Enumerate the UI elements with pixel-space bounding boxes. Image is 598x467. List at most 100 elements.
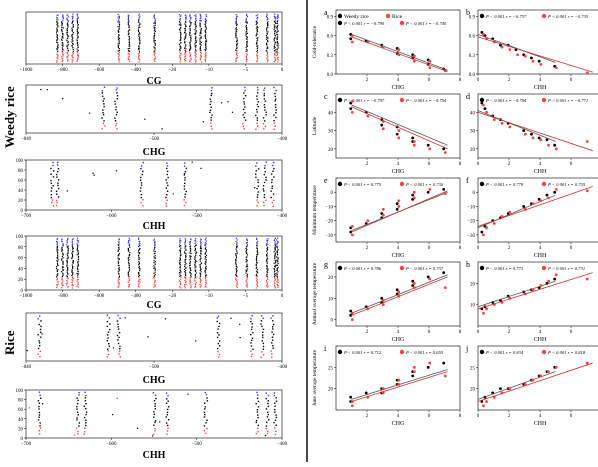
strip-point — [274, 252, 277, 254]
data-point — [442, 147, 446, 151]
strip-point — [179, 241, 181, 243]
panel-letter: i — [324, 344, 327, 353]
strip-point — [218, 340, 221, 342]
strip-point — [218, 345, 221, 347]
strip-point — [205, 40, 208, 43]
strip-point — [266, 13, 268, 15]
strip-point — [271, 339, 274, 341]
panel-separator — [306, 0, 308, 462]
strip-point — [200, 242, 202, 244]
strip-point — [56, 60, 58, 62]
strip-point — [66, 29, 68, 31]
strip-point — [210, 119, 212, 121]
strip-point — [77, 253, 80, 255]
x-tick-label: 4 — [397, 246, 400, 251]
strip-point — [66, 265, 68, 267]
strip-point — [39, 328, 42, 331]
strip-point — [244, 106, 246, 108]
data-point — [350, 224, 354, 228]
strip-point — [56, 61, 58, 63]
strip-point — [185, 17, 187, 19]
strip-point — [124, 317, 126, 319]
strip-point — [190, 35, 192, 37]
strip-point — [276, 53, 279, 56]
strip-point — [267, 430, 269, 433]
data-point — [364, 391, 368, 395]
data-point — [531, 202, 535, 206]
strip-point — [260, 320, 263, 322]
strip-point — [189, 282, 191, 284]
data-point — [547, 196, 550, 200]
strip-point — [67, 249, 69, 251]
strip-point — [62, 253, 64, 255]
strip-point — [276, 283, 278, 285]
strip-point — [179, 286, 181, 288]
fit-line — [351, 104, 448, 146]
strip-point — [85, 402, 87, 405]
strip-point — [179, 50, 181, 52]
strip-point — [56, 201, 58, 204]
strip-point — [205, 246, 207, 248]
strip-point — [67, 53, 69, 55]
strip-point — [263, 94, 265, 97]
strip-point — [77, 265, 79, 267]
strip-point — [77, 37, 79, 39]
strip-point — [167, 419, 170, 421]
strip-point — [139, 23, 141, 25]
strip-point — [117, 314, 119, 317]
strip-point — [67, 25, 69, 27]
strip-point — [194, 39, 197, 41]
strip-point — [266, 44, 268, 46]
strip-point — [67, 44, 69, 46]
y-tick-label: 10 — [470, 304, 476, 309]
strip-point — [57, 44, 59, 46]
strip-point — [205, 237, 207, 239]
strip-point — [194, 275, 196, 277]
strip-point — [276, 44, 278, 46]
strip-point — [245, 266, 247, 268]
strip-point — [56, 39, 58, 42]
strip-point — [140, 193, 143, 196]
data-point — [485, 307, 488, 311]
strip-point — [194, 270, 197, 273]
strip-point — [62, 263, 64, 265]
strip-point — [72, 32, 74, 34]
strip-point — [138, 262, 140, 264]
strip-point — [154, 421, 156, 424]
strip-point — [243, 103, 246, 105]
strip-point — [50, 167, 52, 170]
strip-point — [137, 251, 140, 253]
data-point — [381, 387, 385, 391]
strip-point — [153, 36, 155, 38]
strip-point — [260, 356, 262, 359]
strip-point — [72, 47, 74, 49]
strip-point — [261, 340, 263, 342]
data-point — [485, 226, 488, 230]
strip-point — [76, 266, 79, 268]
strip-point — [273, 120, 275, 122]
strip-point — [154, 255, 156, 257]
strip-point — [179, 22, 181, 24]
strip-point — [154, 279, 156, 282]
strip-point — [77, 58, 79, 60]
strip-point — [40, 325, 42, 328]
strip-point — [270, 173, 273, 175]
strip-point — [37, 318, 39, 320]
data-point — [522, 205, 526, 208]
data-point — [350, 318, 354, 321]
strip-point — [264, 109, 266, 111]
data-point — [539, 284, 543, 287]
strip-point — [194, 283, 196, 285]
strip-point — [189, 60, 191, 63]
strip-point — [204, 413, 206, 416]
strip-point — [204, 17, 207, 20]
strip-point — [138, 283, 140, 285]
strip-point — [255, 173, 257, 175]
strip-point — [184, 40, 186, 42]
strip-point — [211, 128, 213, 130]
strip-point — [189, 36, 191, 39]
strip-point — [117, 339, 119, 341]
strip-point — [190, 281, 192, 283]
strip-point — [253, 187, 256, 189]
data-point — [539, 199, 543, 203]
